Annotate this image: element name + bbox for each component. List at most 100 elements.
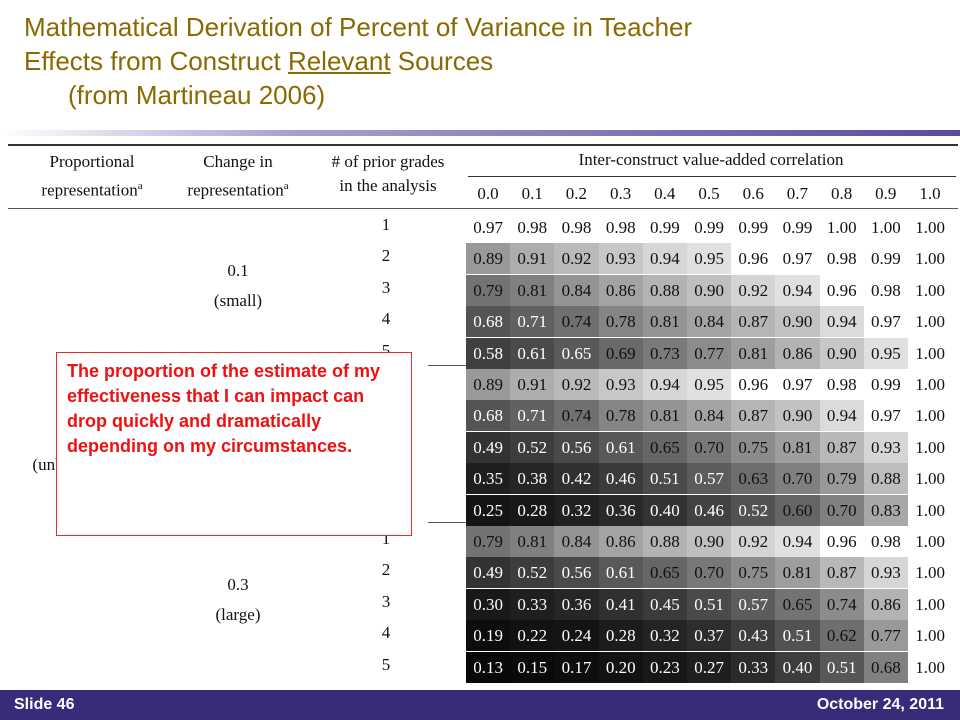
slide-footer: Slide 46 October 24, 2011	[0, 690, 960, 720]
table-cell: 0.81	[642, 306, 687, 338]
column-header: 0.4	[654, 184, 676, 203]
table-cell: 0.57	[731, 588, 776, 620]
table-cell: 0.36	[598, 494, 643, 526]
header-correlation-rule	[468, 176, 956, 177]
title-line-1: Mathematical Derivation of Percent of Va…	[24, 12, 693, 42]
table-cell: 0.69	[598, 337, 643, 369]
table-cell: 0.61	[510, 337, 555, 369]
prior-grades-cell: 3	[381, 591, 391, 611]
callout-text: The proportion of the estimate of my eff…	[67, 361, 381, 456]
table-cell: 0.13	[466, 651, 511, 683]
table-cell: 0.52	[731, 494, 776, 526]
table-cell: 0.65	[642, 557, 687, 589]
table-cell: 0.43	[731, 620, 776, 652]
table-cell: 0.74	[554, 306, 599, 338]
table-cell: 0.88	[642, 274, 687, 306]
table-cell: 0.41	[598, 588, 643, 620]
table-cell: 1.00	[915, 563, 945, 583]
table-cell: 1.00	[915, 626, 945, 646]
table-cell: 0.97	[473, 218, 503, 237]
table-cell: 0.83	[863, 494, 908, 526]
table-cell: 0.92	[731, 274, 776, 306]
footnote-mark-2: a	[283, 180, 289, 192]
table-cell: 0.32	[642, 620, 687, 652]
table-cell: 0.15	[510, 651, 555, 683]
table-cell: 0.70	[687, 431, 732, 463]
group-middle: (unb	[18, 450, 78, 480]
header-prior-grades-line2: in the analysis	[339, 176, 437, 195]
header-bottom-rule	[8, 208, 958, 209]
group-middle-label: (unb	[32, 455, 64, 474]
table-cell: 0.92	[554, 243, 599, 275]
group-small: 0.1 (small)	[188, 256, 288, 316]
table-cell: 0.96	[738, 375, 769, 394]
table-cell: 0.97	[782, 375, 813, 394]
table-cell: 1.00	[915, 375, 945, 394]
table-cell: 1.00	[915, 532, 945, 551]
table-cell: 0.79	[466, 274, 511, 306]
header-prior-grades: # of prior grades in the analysis	[308, 150, 468, 198]
table-cell: 0.60	[775, 494, 820, 526]
table-cell: 0.56	[554, 557, 599, 589]
table-cell: 0.92	[731, 526, 776, 557]
group-large-label: (large)	[215, 605, 261, 624]
table-cell: 0.78	[598, 306, 643, 338]
table-cell: 0.38	[510, 463, 555, 495]
table-cell: 0.23	[642, 651, 687, 683]
table-cell: 0.90	[775, 306, 820, 338]
table-cell: 0.87	[819, 557, 864, 589]
table-cell: 0.91	[510, 369, 555, 400]
table-cell: 0.20	[598, 651, 643, 683]
table-cell: 0.99	[738, 218, 769, 237]
table-cell: 0.27	[687, 651, 732, 683]
table-cell: 0.87	[731, 306, 776, 338]
table-cell: 0.70	[819, 494, 864, 526]
table-cell: 0.71	[510, 306, 555, 338]
table-cell: 0.84	[687, 306, 732, 338]
table-cell: 0.40	[642, 494, 687, 526]
column-header: 0.1	[521, 184, 543, 203]
table-cell: 0.77	[687, 337, 732, 369]
table-cell: 0.24	[554, 620, 599, 652]
table-cell: 0.89	[466, 369, 511, 400]
table-cell: 0.93	[863, 557, 908, 589]
column-header: 0.5	[698, 184, 720, 203]
table-cell: 0.99	[871, 249, 901, 269]
group-large: 0.3 (large)	[188, 570, 288, 630]
title-citation: (from Martineau 2006)	[68, 80, 326, 110]
table-cell: 0.46	[687, 494, 732, 526]
table-cell: 0.51	[775, 620, 820, 652]
annotation-callout: The proportion of the estimate of my eff…	[56, 352, 412, 536]
header-correlation: Inter-construct value-added correlation	[578, 150, 844, 169]
table-cell: 1.00	[915, 657, 945, 677]
table-cell: 0.71	[510, 400, 555, 432]
table-cell: 1.00	[915, 218, 945, 237]
table-cell: 0.91	[510, 243, 555, 275]
table-cell: 0.86	[598, 274, 643, 306]
table-cell: 0.98	[871, 280, 901, 300]
column-header: 0.7	[786, 184, 809, 203]
table-cell: 0.96	[826, 280, 857, 300]
table-cell: 0.95	[687, 243, 732, 275]
slide-date: October 24, 2011	[816, 696, 944, 713]
table-cell: 0.62	[819, 620, 864, 652]
table-cell: 0.32	[554, 494, 599, 526]
title-divider	[0, 130, 960, 136]
table-cell: 0.74	[819, 588, 864, 620]
group-divider-2	[428, 522, 468, 523]
table-cell: 0.33	[731, 651, 776, 683]
table-cell: 0.74	[554, 400, 599, 432]
title-line-2b: Sources	[390, 46, 494, 76]
table-cell: 0.92	[554, 369, 599, 400]
table-cell: 0.19	[466, 620, 511, 652]
header-proportional-line1: Proportional	[49, 152, 135, 171]
table-cell: 0.22	[510, 620, 555, 652]
table-cell: 1.00	[915, 249, 945, 269]
table-cell: 0.77	[863, 620, 908, 652]
table-cell: 0.73	[642, 337, 687, 369]
table-cell: 0.65	[775, 588, 820, 620]
table-cell: 0.28	[598, 620, 643, 652]
table-cell: 0.88	[642, 526, 687, 557]
table-cell: 0.58	[466, 337, 511, 369]
title-line-2a: Effects from Construct	[24, 46, 288, 76]
